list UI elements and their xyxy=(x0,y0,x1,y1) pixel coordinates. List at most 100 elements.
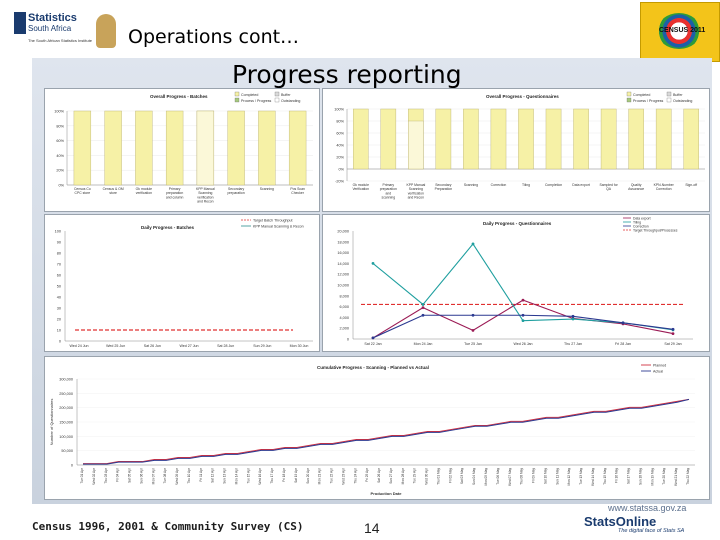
chart-title: Overall Progress - Batches xyxy=(150,94,208,99)
x-tick-label: Fri 04 Apr xyxy=(116,467,120,482)
y-tick-label: 40% xyxy=(336,144,344,148)
x-tick-label: Ok module xyxy=(136,187,153,191)
x-tick-label: Mon 28 Apr xyxy=(401,467,405,484)
x-tick-label: Ok module xyxy=(353,183,370,187)
x-tick-label: Thu 10 Apr xyxy=(187,467,191,484)
daily-questionnaire-panel: Daily Progress - Questionnaires Data expo… xyxy=(322,214,710,352)
x-tick-label: Mon 30 Jun xyxy=(290,344,309,348)
x-tick-label: Scanning xyxy=(260,187,274,191)
x-tick-label: Tue 06 May xyxy=(496,468,500,485)
y-tick-label: 50,000 xyxy=(61,449,73,453)
x-tick-label: and Recon xyxy=(408,196,425,200)
x-tick-label: Wed 30 Apr xyxy=(425,467,429,485)
x-tick-label: Assurance xyxy=(628,187,644,191)
x-tick-label: Sat 05 Apr xyxy=(128,467,132,483)
census-burst-icon xyxy=(657,13,701,49)
x-tick-label: Quality xyxy=(631,183,642,187)
bar-completed xyxy=(545,108,562,170)
series-point xyxy=(671,332,675,335)
series-point xyxy=(471,328,475,332)
chart-title: Cumulative Progress - Scanning - Planned… xyxy=(317,365,429,370)
y-tick-label: 60% xyxy=(56,139,64,143)
series-point xyxy=(421,303,425,306)
x-tick-label: Wed 16 Apr xyxy=(258,467,262,485)
y-tick-label: 0 xyxy=(347,338,349,342)
footer-url[interactable]: www.statssa.gov.za xyxy=(608,503,687,513)
x-tick-label: preparation xyxy=(228,191,245,195)
x-tick-label: Wed 07 May xyxy=(508,468,512,486)
x-tick-label: Mon 24 Jan xyxy=(414,342,433,346)
bar-buffer xyxy=(196,110,215,186)
y-tick-label: 100 xyxy=(55,230,61,234)
x-tick-label: Thu 08 May xyxy=(520,468,524,485)
x-tick-label: Checker xyxy=(291,191,304,195)
y-tick-label: 20% xyxy=(336,156,344,160)
y-tick-label: 4,000 xyxy=(339,316,349,320)
statsonline-tagline: The digital face of Stats SA xyxy=(618,528,685,534)
legend-swatch xyxy=(626,97,632,103)
bar-completed xyxy=(73,110,92,186)
x-tick-label: and xyxy=(385,191,391,195)
legend-label: Data export xyxy=(633,216,651,220)
legend-label: Buffer xyxy=(281,93,291,97)
x-tick-label: Sun 27 Apr xyxy=(389,467,393,484)
x-tick-label: Wed 02 Apr xyxy=(92,467,96,485)
chart-title: Daily Progress - Questionnaires xyxy=(483,221,552,226)
y-tick-label: 80 xyxy=(57,252,61,256)
series-point xyxy=(521,298,525,302)
bar-completed xyxy=(683,108,700,170)
census-logo-text: CENSUS 2011 xyxy=(659,27,706,34)
y-tick-label: 100% xyxy=(334,108,344,112)
x-tick-label: Mon 21 Apr xyxy=(318,467,322,484)
bar-completed xyxy=(352,108,369,170)
legend-label: Planned xyxy=(653,364,666,368)
y-tick-label: 100,000 xyxy=(59,435,73,439)
x-tick-label: Thu 15 May xyxy=(603,468,607,485)
y-tick-label: 14,000 xyxy=(337,262,349,266)
y-tick-label: 16,000 xyxy=(337,251,349,255)
x-tick-label: Sat 17 May xyxy=(627,468,631,485)
x-tick-label: Sat 29 Jan xyxy=(664,342,681,346)
x-tick-label: Tue 22 Apr xyxy=(330,467,334,483)
x-tick-label: Sat 19 Apr xyxy=(294,467,298,483)
series-point xyxy=(521,313,525,317)
x-tick-label: preparation xyxy=(166,191,183,195)
legend-label: Outstanding xyxy=(673,99,692,103)
y-tick-label: 12,000 xyxy=(337,273,349,277)
x-tick-label: Mon 14 Apr xyxy=(234,467,238,484)
x-tick-label: Sun 20 Apr xyxy=(306,467,310,484)
x-tick-label: Mon 19 May xyxy=(650,468,654,486)
x-tick-label: Tiling xyxy=(522,183,530,187)
x-tick-label: Mon 05 May xyxy=(484,468,488,486)
x-tick-label: QA xyxy=(606,187,612,191)
x-tick-label: Sun 11 May xyxy=(555,468,559,485)
x-tick-label: Sat 12 Apr xyxy=(211,467,215,483)
x-tick-label: Sat 22 Jan xyxy=(364,342,381,346)
x-tick-label: Fri 28 Jan xyxy=(615,342,631,346)
x-tick-label: Mon 12 May xyxy=(567,468,571,486)
series-point xyxy=(371,262,375,265)
series-point xyxy=(571,314,575,318)
statsonline-brand: StatsOnline xyxy=(584,514,657,529)
census-2011-logo: CENSUS 2011 xyxy=(640,2,720,62)
x-tick-label: Pos Scan xyxy=(290,187,305,191)
series-point xyxy=(471,242,475,246)
bar-completed xyxy=(288,110,307,186)
y-tick-label: 10,000 xyxy=(337,284,349,288)
x-tick-label: Correction xyxy=(656,187,672,191)
y-tick-label: 90 xyxy=(57,241,61,245)
x-tick-label: Sun 06 Apr xyxy=(139,467,143,484)
series-point xyxy=(571,317,575,321)
series-line xyxy=(372,314,674,339)
y-tick-label: 0 xyxy=(59,340,61,344)
overall-batch-chart: Overall Progress - Batches Completed Buffe… xyxy=(54,91,313,204)
x-tick-label: Fri 02 May xyxy=(448,468,452,483)
daily-batch-panel: Daily Progress - Batches Target Batch Thr… xyxy=(44,214,320,352)
statssa-logo: Statistics South Africa The South Africa… xyxy=(14,8,116,50)
daily-batch-chart: Daily Progress - Batches Target Batch Thr… xyxy=(55,219,313,348)
series-point xyxy=(421,313,425,317)
y-tick-label: 10 xyxy=(57,329,61,333)
legend-label: Target Batch Throughput xyxy=(253,219,293,223)
legend-swatch xyxy=(234,97,240,103)
x-tick-label: scanning xyxy=(382,196,396,200)
